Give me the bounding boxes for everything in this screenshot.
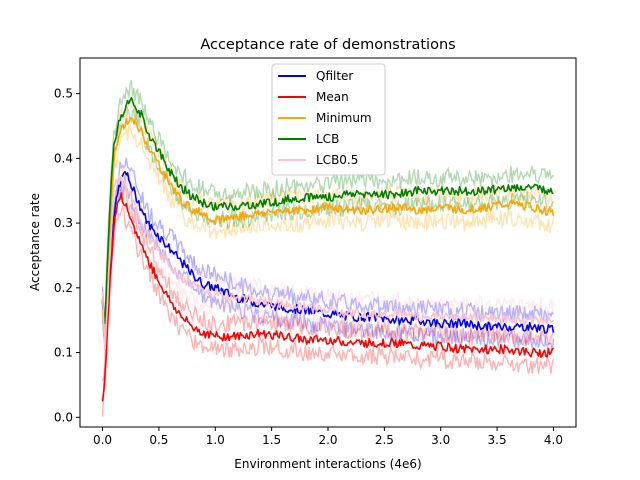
y-tick-label: 0.5	[54, 87, 73, 101]
x-tick-label: 2.5	[375, 433, 394, 447]
series-line-qfilter	[101, 170, 555, 341]
legend-label-qfilter: Qfilter	[316, 69, 353, 83]
series-line-mean	[101, 192, 554, 402]
y-tick-label: 0.4	[54, 151, 73, 165]
legend: Qfilter Mean Minimum LCB LCB0.5	[271, 63, 386, 176]
band-lower-minimum	[101, 125, 555, 340]
x-tick-label: 0.0	[93, 433, 112, 447]
y-axis-label: Acceptance rate	[28, 193, 42, 291]
series-line-lcb	[101, 96, 554, 325]
chart-title: Acceptance rate of demonstrations	[200, 37, 455, 53]
series-lines	[101, 96, 555, 402]
legend-label-minimum: Minimum	[316, 111, 372, 125]
x-tick-label: 3.5	[488, 433, 507, 447]
x-tick-label: 0.5	[149, 433, 168, 447]
band-lower-qfilter	[101, 175, 555, 352]
y-tick-label: 0.2	[54, 281, 73, 295]
band-lower-mean	[101, 205, 555, 417]
y-tick-label: 0.1	[54, 346, 73, 360]
x-tick-label: 3.0	[431, 433, 450, 447]
band-upper-mean	[101, 182, 555, 382]
series-line-lcb0-5	[101, 175, 554, 350]
band-upper-qfilter	[101, 157, 555, 324]
x-tick-label: 1.5	[262, 433, 281, 447]
band-upper-lcb	[101, 80, 554, 315]
y-tick-label: 0.3	[54, 216, 73, 230]
band-upper-lcb0-5	[101, 159, 555, 329]
series-line-minimum	[101, 117, 555, 336]
x-tick-label: 1.0	[206, 433, 225, 447]
legend-label-lcb0-5: LCB0.5	[316, 153, 358, 167]
y-axis: 0.0 0.1 0.2 0.3 0.4 0.5	[54, 87, 80, 424]
x-tick-label: 2.0	[318, 433, 337, 447]
x-tick-label: 4.0	[544, 433, 563, 447]
legend-box	[271, 63, 386, 176]
legend-label-mean: Mean	[316, 90, 349, 104]
y-tick-label: 0.0	[54, 410, 73, 424]
x-axis-label: Environment interactions (4e6)	[234, 457, 421, 471]
x-axis: 0.0 0.5 1.0 1.5 2.0 2.5 3.0 3.5 4.0	[93, 427, 563, 447]
legend-label-lcb: LCB	[316, 132, 339, 146]
